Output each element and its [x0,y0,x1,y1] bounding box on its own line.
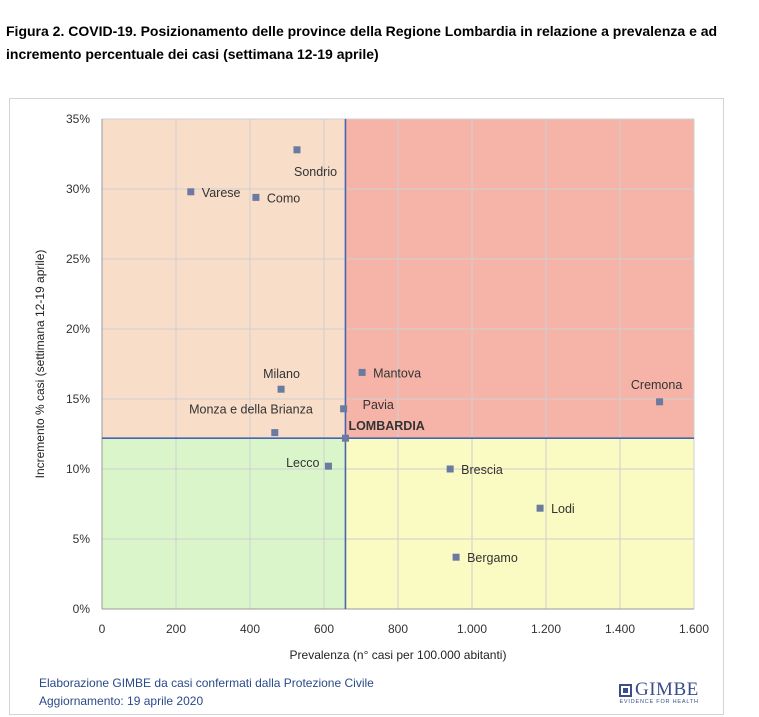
x-tick-label: 1.200 [531,622,561,636]
data-point-cremona [656,398,664,406]
x-tick-label: 1.600 [679,622,709,636]
data-point-mantova [358,368,366,376]
gimbe-logo-icon [619,683,632,697]
data-point-como [252,193,260,201]
data-point-lecco [324,462,332,470]
point-label-como: Como [267,191,300,205]
point-label-pavia: Pavia [363,398,394,412]
point-label-varese: Varese [202,186,241,200]
quadrant-top-left [102,119,346,439]
point-label-lecco: Lecco [286,456,319,470]
point-labels: Sondrio Varese Como Milano Monza e della Bri… [189,165,682,565]
point-label-lombardia: LOMBARDIA [348,419,424,433]
y-tick-label: 10% [66,462,90,476]
x-axis-title: Prevalenza (n° casi per 100.000 abitanti… [290,648,507,662]
data-point-sondrio [293,146,301,154]
footer-update: Aggiornamento: 19 aprile 2020 [39,694,204,708]
y-axis-title: Incremento % casi (settimana 12-19 april… [33,250,47,479]
data-point-lombardia [341,434,349,442]
point-label-bergamo: Bergamo [467,551,518,565]
y-tick-label: 15% [66,392,90,406]
x-tick-label: 800 [388,622,408,636]
data-point-brescia [446,465,454,473]
point-label-lodi: Lodi [551,502,575,516]
y-tick-label: 0% [73,602,91,616]
y-tick-label: 30% [66,182,90,196]
quadrant-top-right [345,119,694,439]
logo-tagline: EVIDENCE FOR HEALTH [619,699,699,705]
reference-lines [102,119,694,609]
data-point-milano [277,385,285,393]
x-tick-label: 600 [314,622,334,636]
data-point-lodi [536,504,544,512]
data-point-varese [187,188,195,196]
footer-note: Elaborazione GIMBE da casi confermati da… [39,674,374,710]
quadrant-bottom-right [345,438,694,609]
gimbe-logo: GIMBE EVIDENCE FOR HEALTH [619,679,699,705]
point-label-brescia: Brescia [461,463,503,477]
quadrant-backgrounds [102,119,694,609]
data-point-bergamo [452,553,460,561]
quadrant-bottom-left [102,438,346,609]
x-tick-label: 0 [99,622,106,636]
axes: 0 200 400 600 800 1.000 1.200 1.400 1.600 0% 5% 10%… [66,112,709,636]
figure-title: Figura 2. COVID-19. Posizionamento delle… [6,23,718,62]
x-tick-label: 200 [166,622,186,636]
x-tick-label: 1.000 [457,622,487,636]
y-tick-label: 20% [66,322,90,336]
y-tick-label: 35% [66,112,90,126]
logo-name: GIMBE [635,679,699,700]
footer-source: Elaborazione GIMBE da casi confermati da… [39,676,374,690]
data-point-monza-e-della-brianza [271,429,279,437]
point-label-cremona: Cremona [631,378,682,392]
chart-frame [9,98,724,715]
x-tick-label: 400 [240,622,260,636]
y-tick-label: 25% [66,252,90,266]
x-tick-label: 1.400 [605,622,635,636]
point-label-milano: Milano [263,367,300,381]
y-tick-label: 5% [73,532,91,546]
data-point-pavia [340,405,348,413]
point-label-mantova: Mantova [373,366,421,380]
point-label-sondrio: Sondrio [294,165,337,179]
point-label-monza-e-della-brianza: Monza e della Brianza [189,403,313,417]
data-points [187,146,664,561]
